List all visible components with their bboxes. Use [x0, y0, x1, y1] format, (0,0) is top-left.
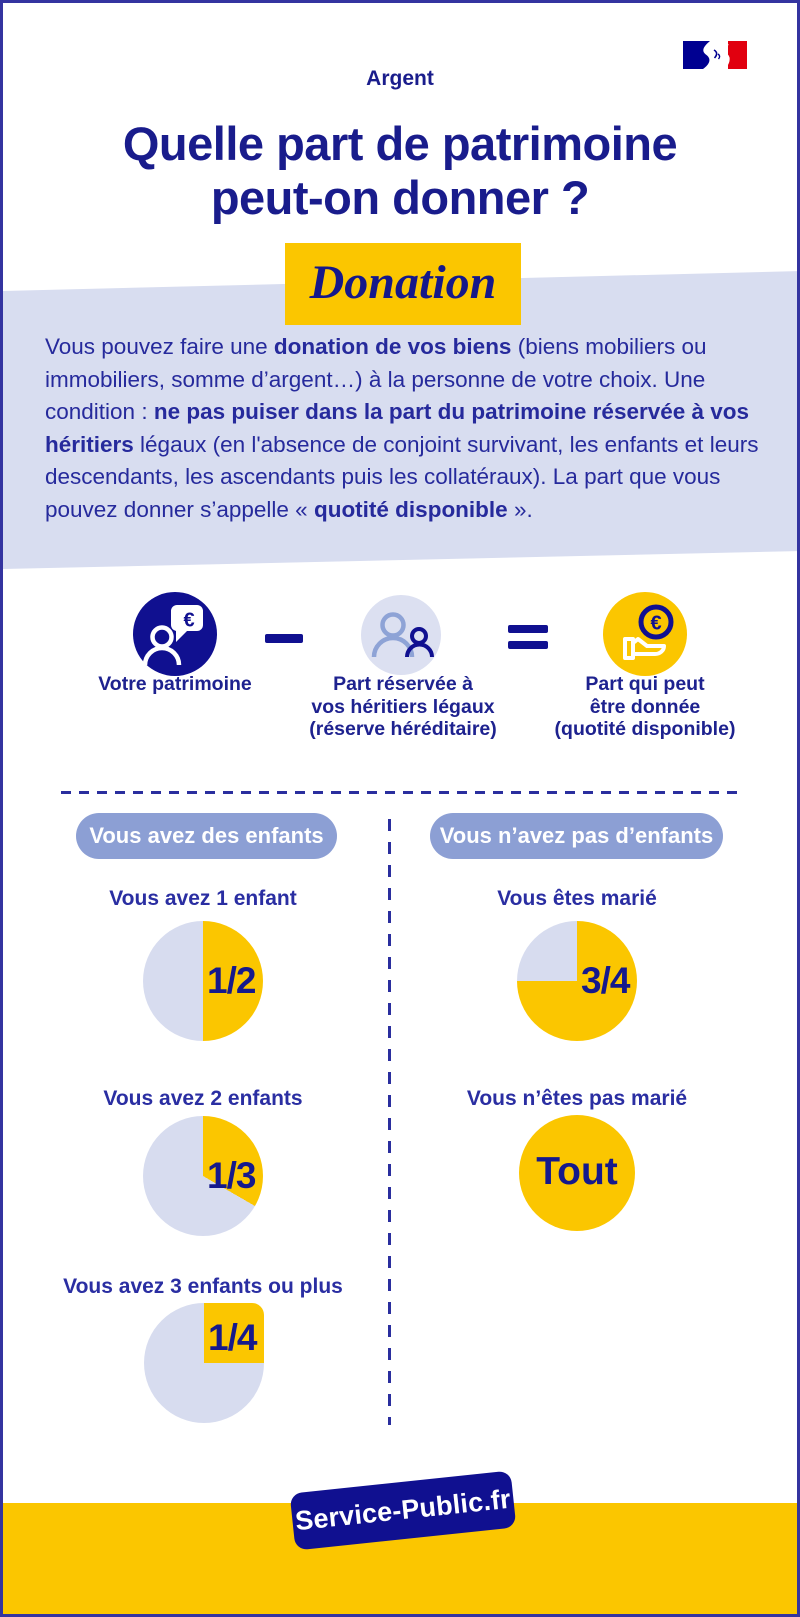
fraction-label: 1/4 [208, 1316, 257, 1358]
page-title-line-2: peut-on donner ? [210, 171, 590, 224]
french-government-flag-icon [683, 40, 751, 70]
equals-operator [508, 625, 548, 649]
svg-text:€: € [650, 613, 661, 635]
case-heading-2-children: Vous avez 2 enfants [103, 1087, 303, 1110]
case-heading-3-children: Vous avez 3 enfants ou plus [63, 1275, 343, 1298]
service-public-brand: Service-Public.fr [293, 1483, 513, 1537]
donation-tag: Donation [285, 243, 521, 325]
pie-chart-one-child: 1/2 [143, 921, 263, 1041]
pie-chart-three-children: 1/4 [144, 1303, 264, 1423]
pill-with-children: Vous avez des enfants [76, 813, 337, 859]
pie-chart-married: 3/4 [517, 921, 637, 1041]
page-title: Quelle part de patrimoine peut-on donner… [3, 117, 797, 225]
reserve-hereditaire-label: Part réservée à vos héritiers légaux (ré… [309, 673, 497, 740]
heirs-two-people-icon [361, 595, 441, 675]
donatable-euro-coin-in-hand-icon: € [603, 592, 687, 676]
fraction-label: 3/4 [581, 960, 630, 1001]
pill-without-children: Vous n’avez pas d’enfants [430, 813, 723, 859]
pie-chart-two-children: 1/3 [143, 1116, 263, 1236]
quotite-disponible-label: Part qui peut être donnée (quotité dispo… [554, 673, 736, 740]
case-heading-not-married: Vous n’êtes pas marié [466, 1087, 688, 1110]
intro-paragraph: Vous pouvez faire une donation de vos bi… [45, 334, 759, 522]
fraction-label: Tout [536, 1150, 618, 1194]
case-heading-married: Vous êtes marié [497, 887, 657, 910]
fraction-label: 1/2 [207, 960, 256, 1001]
case-heading-1-child: Vous avez 1 enfant [109, 887, 297, 910]
patrimoine-label: Votre patrimoine [98, 673, 252, 695]
quarter-slice [204, 1303, 264, 1363]
fraction-label: 1/3 [207, 1155, 256, 1196]
svg-text:€: € [183, 610, 194, 632]
vertical-dashed-divider [388, 819, 391, 1425]
patrimoine-person-euro-speech-bubble-icon: € [133, 592, 217, 676]
pie-chart-not-married: Tout [519, 1115, 635, 1231]
category-label: Argent [366, 67, 434, 90]
page-title-line-1: Quelle part de patrimoine [122, 117, 678, 170]
minus-operator [265, 634, 303, 643]
horizontal-dashed-divider [61, 791, 745, 794]
